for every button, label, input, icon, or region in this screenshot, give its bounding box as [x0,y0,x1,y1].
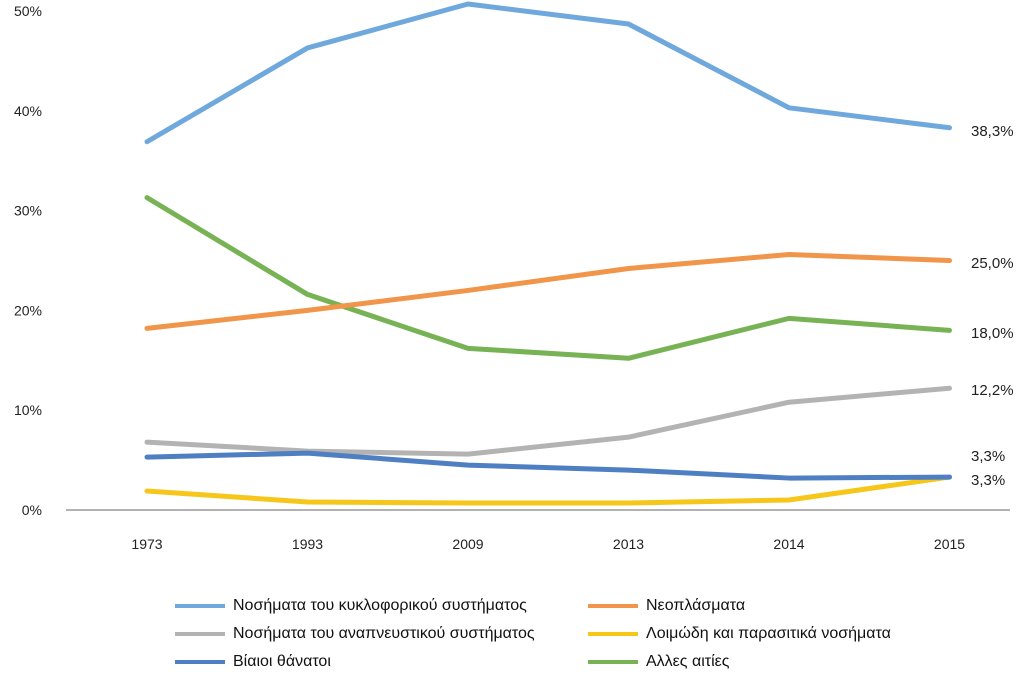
end-value-label: 18,0% [971,325,1014,342]
legend-item: Νοσήματα του αναπνευστικού συστήματος [175,625,535,643]
legend-label: Νοσήματα του αναπνευστικού συστήματος [233,625,535,642]
line-chart: 0% 10% 20% 30% 40% 50% 1973 1993 2009 2013 2014 20… [14,1,1014,552]
series-line [144,385,952,457]
y-tick-label: 30% [14,203,42,219]
y-tick-label: 50% [14,3,42,19]
legend-label: Βίαιοι θάνατοι [233,653,331,670]
legend-label: Νεοπλάσματα [646,597,746,614]
end-value-label: 3,3% [971,472,1005,489]
series-line [144,450,952,481]
series-line [144,252,952,331]
y-tick-label: 10% [14,402,42,418]
x-tick-label: 2013 [613,536,644,552]
end-labels: 38,3% 25,0% 12,2% 3,3% 3,3% 18,0% [971,123,1014,489]
legend-label: Νοσήματα του κυκλοφορικού συστήματος [233,597,527,614]
legend-swatch [175,632,225,636]
x-axis-ticks: 1973 1993 2009 2013 2014 2015 [131,536,965,552]
legend-swatch [588,660,638,664]
x-tick-label: 2009 [452,536,483,552]
legend-swatch [175,660,225,664]
legend-item: Αλλες αιτίες [588,653,729,671]
end-value-label: 3,3% [971,448,1005,465]
series-line [144,474,952,506]
legend-swatch [588,604,638,608]
y-tick-label: 20% [14,302,42,318]
legend-item: Λοιμώδη και παρασιτικά νοσήματα [588,625,891,643]
end-value-label: 12,2% [971,382,1014,399]
y-tick-label: 40% [14,103,42,119]
y-axis-ticks: 0% 10% 20% 30% 40% 50% [14,3,42,518]
end-value-label: 38,3% [971,123,1014,140]
x-tick-label: 2015 [934,536,965,552]
series-line [144,195,952,361]
end-value-label: 25,0% [971,255,1014,272]
legend-swatch [588,632,638,636]
series-line [144,1,952,145]
legend-item: Βίαιοι θάνατοι [175,653,331,671]
legend-label: Λοιμώδη και παρασιτικά νοσήματα [646,625,891,642]
x-tick-label: 1973 [131,536,162,552]
x-tick-label: 1993 [292,536,323,552]
legend-swatch [175,604,225,608]
series-lines [144,1,952,506]
y-tick-label: 0% [22,502,42,518]
legend-label: Αλλες αιτίες [646,653,730,670]
x-tick-label: 2014 [773,536,804,552]
legend-item: Νοσήματα του κυκλοφορικού συστήματος [175,597,527,615]
legend-item: Νεοπλάσματα [588,597,745,615]
